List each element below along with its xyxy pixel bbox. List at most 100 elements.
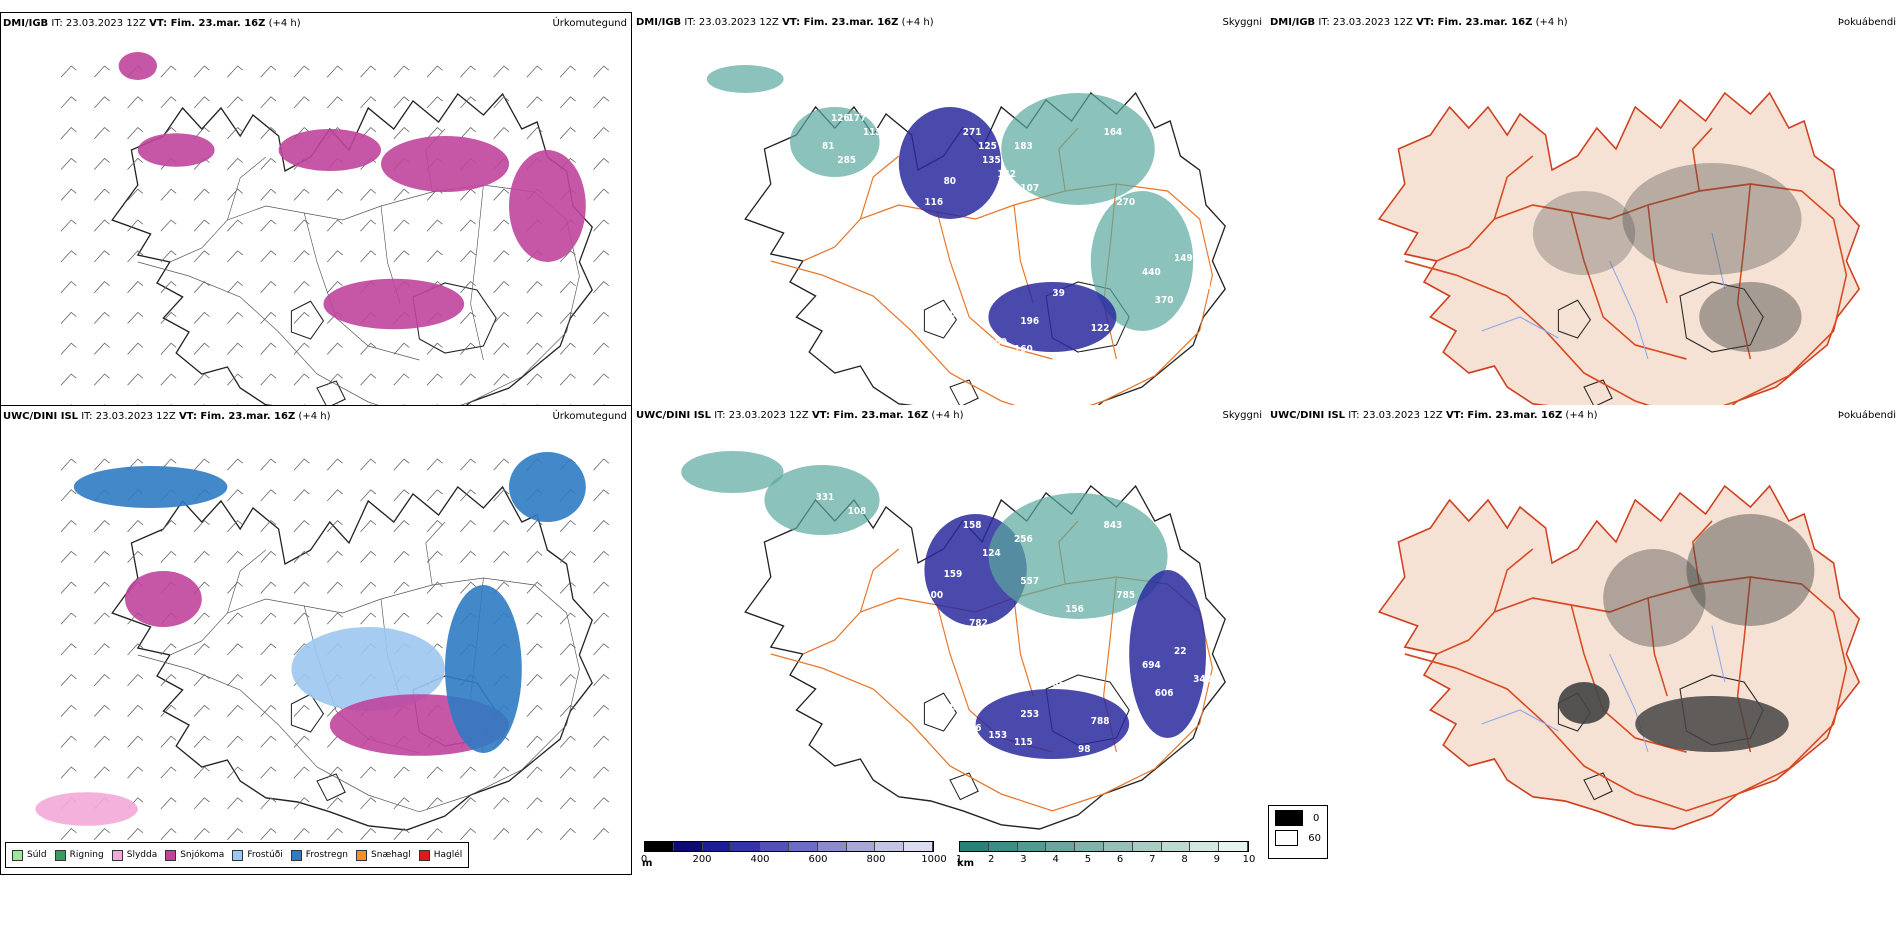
cloud-value-label: 440 [1142,267,1161,278]
cloud-value-label: 250 [988,337,1007,348]
wind-barb [293,219,310,232]
cloud-value-label: 253 [1020,709,1039,720]
wind-barb [460,342,476,355]
colorbar-tick: 5 [1084,854,1092,865]
fog-map [1377,91,1861,437]
model-name: UWC/DINI ISL [636,410,712,421]
wind-barb [160,766,177,779]
wind-barb [559,612,576,625]
colorbar-tick: 2 [988,854,995,865]
wind-barb [593,735,610,748]
wind-barb [94,65,110,78]
cloud-value-label: 305 [937,309,956,320]
colorbar-tick: 200 [692,854,712,865]
wind-barb [94,250,110,263]
cloud-value-label: 80 [944,176,957,187]
cloud-value-label: 606 [1155,688,1174,699]
fog-panel: UWC/DINI ISL IT: 23.03.2023 12Z VT: Fim.… [1268,405,1900,875]
visibility-area [681,451,784,493]
wind-barb [293,96,310,109]
wind-barb [526,281,543,294]
cloud-value-label: 22 [1174,646,1186,657]
cloud-value-label: 557 [1020,576,1039,587]
legend-label: Rigning [69,850,104,860]
wind-barb [426,342,443,355]
wind-barb [193,96,210,109]
legend-label: Súld [27,850,47,860]
wind-barb [293,550,310,563]
wind-barb [593,157,610,170]
legend-item: Rigning [54,849,104,861]
legend-item: Súld [12,849,47,861]
wind-barb [127,127,144,140]
model-name: DMI/IGB [636,17,682,28]
wind-barb [393,96,410,109]
precip-type-legend: Súld Rigning Slydda Snjókoma Frostúði Frostre… [5,842,470,868]
wind-barb [293,766,310,779]
wind-barb [393,127,410,140]
wind-barb [227,188,243,201]
colorbar-tick: 6 [1116,854,1124,865]
wind-barb [60,458,77,471]
wind-barb [127,674,144,687]
wind-barb [526,612,543,625]
legend-item: Snjókoma [165,849,224,861]
wind-barb [360,797,377,810]
cloud-ceiling-colorbar: 0 200 400 600 800 1000 m [641,841,947,869]
wind-barb [60,373,77,386]
wind-barb [94,581,110,594]
colorbar-tick: 800 [866,854,886,865]
cloud-value-label: 116 [924,197,943,208]
fog-index-legend: 0 60 [1268,805,1328,859]
wind-barb [293,735,310,748]
cloud-value-label: 122 [1091,323,1110,334]
glacier-outline [1583,772,1613,801]
wind-barb [227,766,243,779]
cloud-value-label: 517 [1078,632,1097,643]
wind-barb [493,342,510,355]
wind-barb [94,96,110,109]
wind-barb [326,188,343,201]
wind-barb [60,643,77,656]
legend-swatch [418,849,430,861]
glacier-outline [949,772,979,801]
init-time: IT: 23.03.2023 12Z [714,410,809,421]
wind-barb [193,250,210,263]
wind-barb [559,520,576,533]
wind-barb [193,188,210,201]
wind-barb [593,612,610,625]
wind-barb [293,342,310,355]
cloud-value-label: 72 [956,253,968,264]
cloud-map: 990 177 81 271 135 183 164 80 107 270 443 116 88 149 1… [706,65,1226,437]
wind-barb [293,250,310,263]
precip-type-area [73,466,228,508]
wind-barb [493,65,510,78]
wind-barb [426,219,443,232]
cloud-value-label: 256 [1014,534,1033,545]
wind-barb [60,489,77,502]
wind-barb [60,735,77,748]
wind-barb [559,581,576,594]
wind-barb [260,520,277,533]
wind-barb [193,612,210,625]
lead-time: (+4 h) [298,411,331,422]
cloud-value-label: 124 [982,548,1001,559]
wind-barb [460,250,476,263]
cloud-value-label: 126 [831,113,850,124]
wind-barb [559,281,576,294]
cloud-value-label: 348 [1193,674,1212,685]
wind-barb [559,643,576,656]
wind-barb [526,766,543,779]
wind-barb [593,704,610,717]
legend-swatch [54,849,66,861]
road-line [1570,211,1687,360]
panel-title: Þokuábendi [1837,17,1896,28]
wind-barb [426,828,443,841]
colorbar-tick: 9 [1213,854,1220,865]
cloud-value-label: 16 [822,534,835,545]
wind-barb [393,766,410,779]
cloud-value-label: 270 [1116,197,1135,208]
wind-barb [593,219,610,232]
wind-barb [460,96,476,109]
wind-barb [127,311,144,324]
